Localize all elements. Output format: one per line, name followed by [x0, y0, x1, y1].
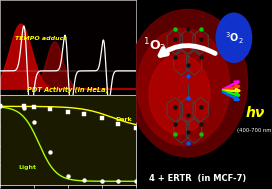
Ellipse shape — [137, 28, 230, 146]
X-axis label: H (Gauss): H (Gauss) — [56, 103, 80, 108]
Ellipse shape — [149, 55, 210, 134]
Text: Light: Light — [18, 165, 36, 170]
Circle shape — [216, 13, 252, 62]
Text: $^3$O$_2$: $^3$O$_2$ — [225, 30, 243, 46]
Text: hν: hν — [246, 106, 265, 120]
Title: PDT Activity (in HeLa): PDT Activity (in HeLa) — [27, 87, 109, 93]
Ellipse shape — [128, 9, 248, 157]
Text: Dark: Dark — [115, 117, 132, 122]
Text: $^1$O$_2$: $^1$O$_2$ — [143, 36, 166, 55]
Text: 4 + ERTR  (in MCF-7): 4 + ERTR (in MCF-7) — [149, 174, 246, 183]
Text: TEMPO adduct: TEMPO adduct — [15, 36, 66, 41]
Text: (400-700 nm): (400-700 nm) — [237, 128, 272, 133]
